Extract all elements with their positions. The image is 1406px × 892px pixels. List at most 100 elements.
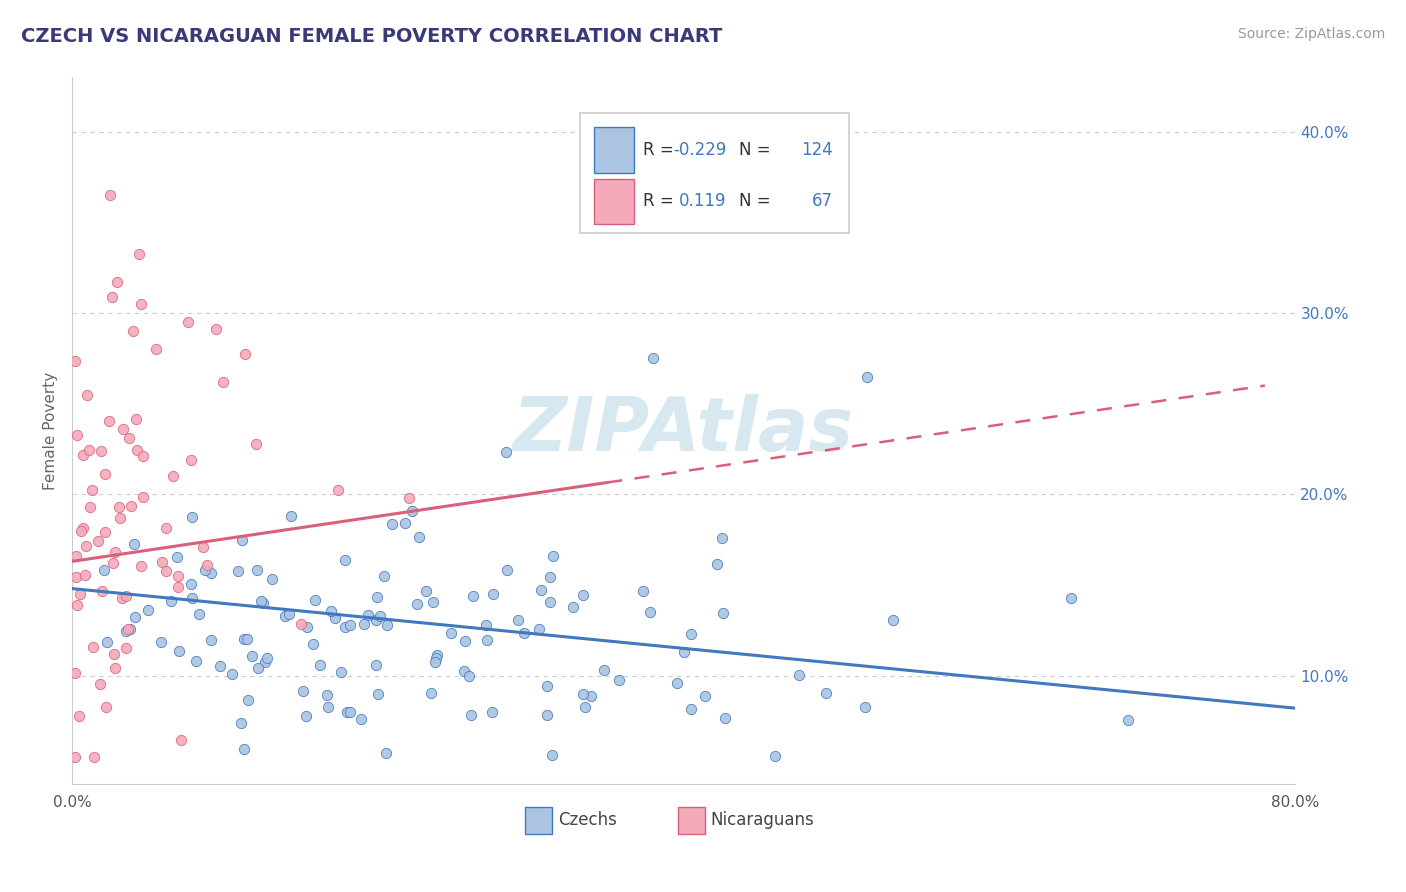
Text: 67: 67 (813, 192, 832, 211)
Point (592, 664, 614, 678)
Point (238, 693, 260, 707)
Point (273, 608, 295, 623)
Point (90, 583, 112, 598)
Point (419, 686, 441, 700)
Point (233, 741, 256, 756)
Point (679, 702, 702, 716)
Point (104, 661, 127, 675)
Point (100, 290, 122, 304)
Point (246, 563, 269, 577)
Point (291, 684, 314, 698)
Point (329, 665, 352, 679)
Point (706, 558, 728, 572)
Point (394, 516, 416, 531)
Point (375, 617, 398, 632)
Bar (678, 807, 704, 834)
Text: N =: N = (738, 192, 770, 211)
Point (461, 589, 484, 603)
Text: -0.229: -0.229 (673, 141, 727, 159)
Point (167, 644, 190, 658)
Point (814, 686, 837, 700)
Point (290, 617, 312, 632)
Point (89, 677, 111, 691)
Point (111, 591, 134, 605)
Point (132, 490, 155, 504)
Point (221, 667, 243, 681)
Text: Source: ZipAtlas.com: Source: ZipAtlas.com (1237, 27, 1385, 41)
Point (530, 583, 553, 598)
Point (316, 699, 339, 714)
Point (679, 627, 702, 641)
Point (246, 661, 269, 675)
Point (353, 616, 375, 631)
Point (364, 657, 387, 672)
Point (167, 580, 190, 594)
Point (124, 610, 146, 624)
Text: R =: R = (644, 192, 673, 211)
Point (122, 324, 145, 338)
Point (457, 668, 479, 682)
Point (65, 549, 87, 563)
Point (339, 617, 361, 632)
Point (607, 673, 630, 688)
Point (115, 640, 138, 655)
Point (423, 655, 446, 669)
Point (415, 583, 437, 598)
Point (529, 622, 551, 636)
Point (72, 521, 94, 535)
Point (579, 690, 602, 704)
Point (63, 665, 86, 680)
Point (364, 613, 387, 627)
Point (475, 617, 498, 632)
Text: Czechs: Czechs (558, 812, 617, 830)
Point (66, 427, 89, 442)
Point (166, 550, 188, 565)
Point (200, 632, 222, 647)
Point (350, 712, 373, 726)
Point (425, 650, 447, 665)
Point (280, 508, 302, 523)
Point (278, 607, 301, 621)
Point (482, 587, 505, 601)
Point (94, 467, 117, 481)
Point (101, 557, 124, 571)
Point (426, 648, 449, 662)
Point (240, 649, 263, 664)
Point (541, 549, 564, 564)
Point (111, 422, 134, 436)
Text: 0.119: 0.119 (679, 192, 727, 211)
Point (1060, 591, 1083, 605)
Point (333, 553, 356, 567)
Point (236, 632, 259, 647)
Point (638, 605, 661, 619)
Point (69, 709, 91, 723)
Point (155, 520, 177, 534)
Point (115, 589, 138, 603)
Point (1116, 713, 1139, 727)
Point (252, 596, 274, 610)
Point (366, 590, 388, 604)
Point (325, 610, 347, 624)
Point (191, 540, 214, 554)
Point (79, 500, 101, 515)
Point (538, 595, 561, 609)
Point (574, 700, 596, 714)
Point (513, 626, 536, 640)
Point (162, 469, 184, 483)
Point (107, 275, 129, 289)
Point (375, 746, 398, 760)
Point (205, 322, 228, 336)
Point (454, 633, 477, 648)
Point (208, 658, 231, 673)
Point (120, 499, 142, 513)
Point (124, 412, 146, 426)
Point (63, 354, 86, 368)
Point (260, 572, 283, 586)
Point (226, 564, 249, 578)
Point (129, 559, 152, 574)
Point (367, 687, 389, 701)
Point (245, 436, 267, 450)
Point (160, 594, 183, 608)
Point (453, 664, 475, 678)
Point (186, 654, 208, 668)
